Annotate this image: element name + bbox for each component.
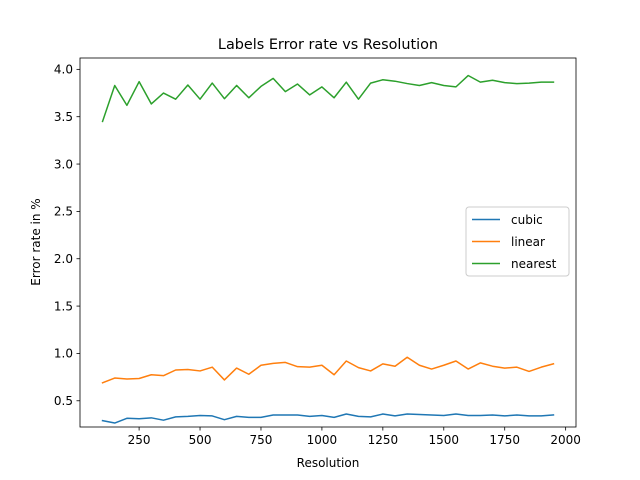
- x-tick-label: 750: [250, 433, 273, 447]
- plot-frame: [79, 57, 577, 428]
- series-line-linear: [101, 356, 555, 384]
- y-tick-label: 3.0: [54, 157, 73, 171]
- x-tick-label: 1500: [429, 433, 460, 447]
- y-tick-label: 0.5: [54, 394, 73, 408]
- y-tick-label: 1.0: [54, 347, 73, 361]
- series-line-nearest: [101, 74, 555, 123]
- x-axis: 250 500 750 1000 1250 1500 1750 2000: [128, 427, 581, 447]
- legend-label-cubic: cubic: [511, 213, 543, 227]
- y-tick-label: 3.5: [54, 110, 73, 124]
- plot-area: [79, 57, 577, 428]
- legend-label-nearest: nearest: [511, 257, 557, 271]
- legend-label-linear: linear: [511, 235, 545, 249]
- y-tick-label: 1.5: [54, 299, 73, 313]
- x-tick-label: 500: [189, 433, 212, 447]
- x-tick-label: 250: [128, 433, 151, 447]
- legend-box: [465, 206, 570, 277]
- x-tick-label: 1000: [307, 433, 338, 447]
- chart-title: Labels Error rate vs Resolution: [218, 37, 438, 53]
- x-tick-label: 1250: [368, 433, 399, 447]
- x-tick-label: 2000: [550, 433, 581, 447]
- series-line-cubic: [101, 413, 555, 424]
- x-tick-label: 1750: [489, 433, 520, 447]
- legend: cubic linear nearest: [465, 206, 570, 277]
- y-tick-label: 2.0: [54, 252, 73, 266]
- y-axis: 0.5 1.0 1.5 2.0 2.5 3.0 3.5 4.0: [54, 63, 80, 408]
- y-tick-label: 2.5: [54, 205, 73, 219]
- y-axis-label: Error rate in %: [29, 198, 43, 285]
- x-axis-label: Resolution: [297, 456, 360, 470]
- y-tick-label: 4.0: [54, 63, 73, 77]
